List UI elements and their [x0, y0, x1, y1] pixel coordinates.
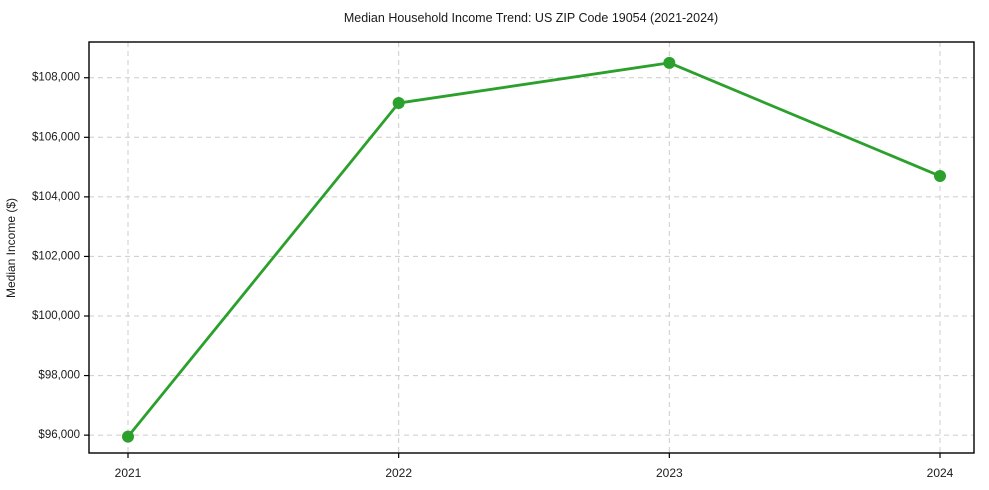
- y-tick-label: $102,000: [32, 250, 80, 262]
- x-tick-label: 2024: [927, 466, 954, 480]
- y-axis-label: Median Income ($): [4, 198, 18, 298]
- x-tick-label: 2021: [115, 466, 142, 480]
- grid-layer: [89, 42, 974, 453]
- border-layer: [88, 41, 975, 454]
- y-tick-label: $104,000: [32, 191, 80, 203]
- y-tick-label: $98,000: [38, 370, 80, 382]
- plot-border: [88, 41, 975, 454]
- chart-title: Median Household Income Trend: US ZIP Co…: [344, 11, 718, 25]
- y-tick-label: $100,000: [32, 310, 80, 322]
- x-tick-label: 2022: [385, 466, 412, 480]
- data-point-marker: [392, 97, 405, 110]
- y-tick-label: $108,000: [32, 72, 80, 84]
- data-point-marker: [934, 170, 946, 183]
- data-point-marker: [122, 430, 134, 443]
- trend-line: [126, 61, 942, 439]
- y-tick-label: $96,000: [38, 429, 80, 441]
- y-tick-label: $106,000: [32, 131, 80, 143]
- x-tick-label: 2023: [656, 466, 683, 480]
- data-point-marker: [663, 56, 676, 69]
- tick-layer: $96,000 $98,000 $100,000 $102,000 $104,000 $1…: [32, 72, 954, 480]
- data-layer: [122, 56, 946, 443]
